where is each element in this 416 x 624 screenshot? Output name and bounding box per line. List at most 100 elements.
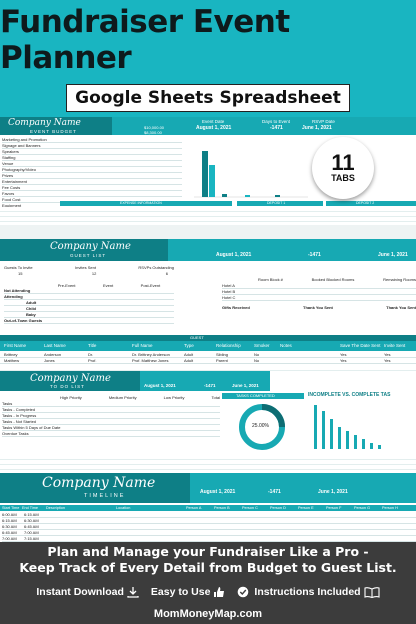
event-date-value: August 1, 2021 (196, 125, 232, 131)
table-cell: Anderson (44, 352, 62, 357)
hotel-row: Hotel B (222, 289, 416, 295)
budget-row: Venue (2, 161, 182, 167)
expense-grid (0, 207, 416, 225)
person-col: Person E (298, 506, 314, 510)
start-time: 6:30 AM (2, 524, 17, 529)
attend-row: Attending (4, 294, 174, 300)
deposit1-bar: DEPOSIT 1 (237, 201, 323, 206)
section-label: EVENT BUDGET (30, 129, 77, 134)
rsvp-value: June 1, 2021 (302, 125, 332, 131)
table-cell: Yes (340, 358, 347, 363)
todo-row: Overdue Tasks (2, 431, 220, 437)
attend-row: Not Attending (4, 288, 174, 294)
tasks-chart-title: TASKS COMPLETED (236, 393, 275, 398)
table-head: Notes (280, 343, 292, 348)
days-value: -1471 (204, 383, 216, 388)
gift-head: Thank You Sent (303, 305, 333, 310)
budget-row: Prizes (2, 173, 182, 179)
hotel-row: Hotel C (222, 295, 416, 301)
gift-head: Thank You Sent (386, 305, 416, 310)
end-time: 6:30 AM (24, 518, 39, 523)
end-time: 7:00 AM (24, 530, 39, 535)
hotel-row: Hotel A (222, 283, 416, 289)
table-cell: Prof. Matthew Jones (132, 358, 169, 363)
attend-row: Out-of-Town Guests (4, 318, 174, 324)
company-name: Company Name (30, 373, 111, 384)
budget-bar-chart (194, 151, 308, 198)
tagline: Plan and Manage your Fundraiser Like a P… (0, 544, 416, 576)
remaining-budget: $8,300.00 (144, 130, 162, 135)
end-time: 6:45 AM (24, 524, 39, 529)
start-time: 6:45 AM (2, 530, 17, 535)
timeline-row: 7:00 AM 7:15 AM (2, 536, 416, 542)
event-date-label: Event Date (202, 119, 225, 124)
section-label: TIMELINE (84, 493, 126, 499)
todo-head: Low Priority (163, 395, 185, 400)
col-head: Post-Event (140, 283, 161, 288)
invite-value: 6 (165, 271, 168, 276)
page-title: Fundraiser Event Planner (0, 4, 290, 76)
timeline-row: 6:30 AM 6:45 AM (2, 524, 416, 530)
event-date-value: August 1, 2021 (216, 252, 252, 258)
table-cell: Adult (184, 352, 194, 357)
table-cell: Yes (340, 352, 347, 357)
hotel-head: Room Block # (258, 277, 283, 282)
person-col: Person H (382, 506, 398, 510)
check-icon (238, 586, 249, 598)
deposit1-title: DEPOSIT 1 (267, 201, 286, 205)
table-cell: Yes (384, 352, 391, 357)
tagline-line-1: Plan and Manage your Fundraiser Like a P… (47, 544, 369, 559)
badge-label: TABS (331, 173, 355, 183)
table-cell: No (254, 352, 260, 357)
table-cell: Parent (216, 358, 228, 363)
section-label: TO DO LIST (50, 384, 85, 389)
event-date-value: August 1, 2021 (200, 489, 236, 495)
table-cell: Adult (184, 358, 194, 363)
end-time: 6:15 AM (24, 512, 39, 517)
todo-heads: High Priority Medium Priority Low Priori… (60, 395, 220, 400)
budget-row: Staffing (2, 155, 182, 161)
company-name: Company Name (50, 241, 131, 252)
table-head: Relationship (216, 343, 241, 348)
budget-header: Company Name EVENT BUDGET (0, 117, 112, 135)
start-time: 6:15 AM (2, 518, 17, 523)
col-head: Pre-Event (57, 283, 76, 288)
todo-row: Tasks (2, 401, 220, 407)
timeline-col: End Time (22, 506, 39, 510)
attend-row: Child (4, 306, 174, 312)
budget-row: Entertainment (2, 179, 182, 185)
timeline-head: Start Time End Time Description Location… (0, 505, 416, 511)
guest-summary-bar: August 1, 2021 -1471 June 1, 2021 (168, 239, 416, 261)
invite-label: Invites Sent (75, 265, 96, 270)
person-col: Person D (270, 506, 286, 510)
table-head: Save The Date Sent (340, 343, 381, 348)
invite-label: Guests To Invite (4, 265, 33, 270)
timeline-header: Company Name TIMELINE (0, 473, 190, 503)
table-cell: Prof. (88, 358, 97, 363)
table-cell (280, 352, 340, 357)
total-budget: $10,000.00 (144, 125, 165, 130)
feature-label: Instructions Included (254, 586, 361, 598)
timeline-col: Location (116, 506, 131, 510)
rsvp-value: June 1, 2021 (232, 383, 259, 388)
badge-number: 11 (331, 150, 355, 175)
gift-head: Gifts Received (222, 305, 250, 310)
deposit2-title: DEPOSIT 2 (356, 201, 375, 205)
guest-table-head: First Name Last Name Title Full Name Typ… (0, 341, 416, 351)
todo-header: Company Name TO DO LIST (0, 371, 140, 391)
hotel-heads: Room Block # Booked Blocked Rooms Remain… (258, 277, 416, 282)
rsvp-value: June 1, 2021 (378, 252, 408, 258)
feature-easy: Easy to Use (151, 586, 226, 598)
person-col: Person F (326, 506, 342, 510)
timeline-col: Description (46, 506, 65, 510)
website-url: MomMoneyMap.com (153, 608, 263, 620)
table-head: Smoker (254, 343, 270, 348)
end-time: 7:15 AM (24, 536, 39, 541)
table-head: Last Name (44, 343, 66, 348)
days-value: -1471 (268, 489, 281, 495)
table-head: Title (88, 343, 97, 348)
subtitle-box: Google Sheets Spreadsheet (66, 84, 350, 112)
table-cell: Brittney (4, 352, 18, 357)
invite-value: 12 (91, 271, 97, 276)
todo-sheet: Company Name TO DO LIST August 1, 2021 -… (0, 371, 416, 481)
